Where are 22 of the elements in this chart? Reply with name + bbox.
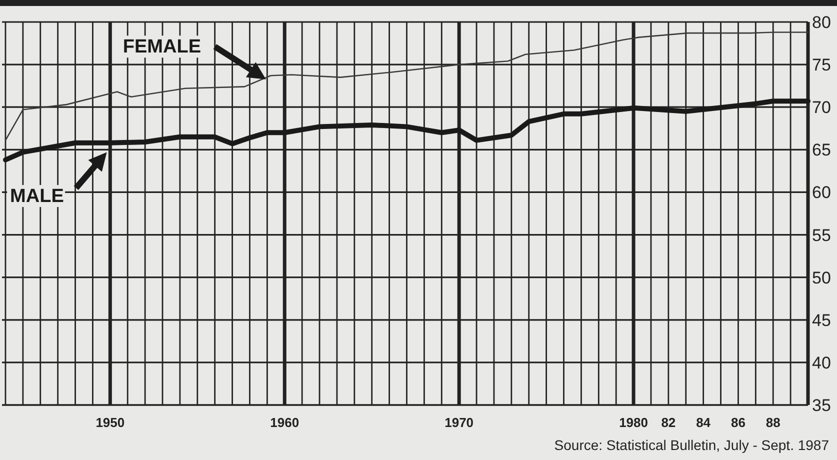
y-tick-label: 45 — [812, 310, 831, 330]
y-tick-label: 35 — [812, 396, 831, 415]
x-tick-label: 1980 — [619, 415, 648, 430]
series-label: FEMALE — [122, 36, 202, 58]
x-tick-label: 1970 — [444, 415, 474, 430]
y-tick-label: 65 — [812, 140, 831, 160]
x-tick-label: 1950 — [96, 415, 125, 430]
source-note: Source: Statistical Bulletin, July - Sept. 1987 — [554, 437, 830, 453]
y-tick-label: 70 — [812, 98, 831, 118]
x-tick-label: 1960 — [270, 415, 300, 430]
y-tick-label: 80 — [812, 13, 831, 32]
x-tick-label: 88 — [766, 415, 780, 430]
line-series — [4, 32, 809, 141]
y-tick-label: 40 — [812, 353, 831, 372]
x-tick-label: 84 — [696, 415, 712, 430]
x-tick-label: 86 — [730, 415, 746, 430]
x-tick-label: 82 — [661, 415, 676, 430]
y-tick-label: 75 — [812, 56, 831, 75]
series-label: MALE — [10, 186, 64, 208]
y-tick-label: 55 — [812, 226, 831, 245]
y-tick-label: 60 — [812, 183, 831, 202]
y-tick-label: 50 — [812, 268, 831, 288]
